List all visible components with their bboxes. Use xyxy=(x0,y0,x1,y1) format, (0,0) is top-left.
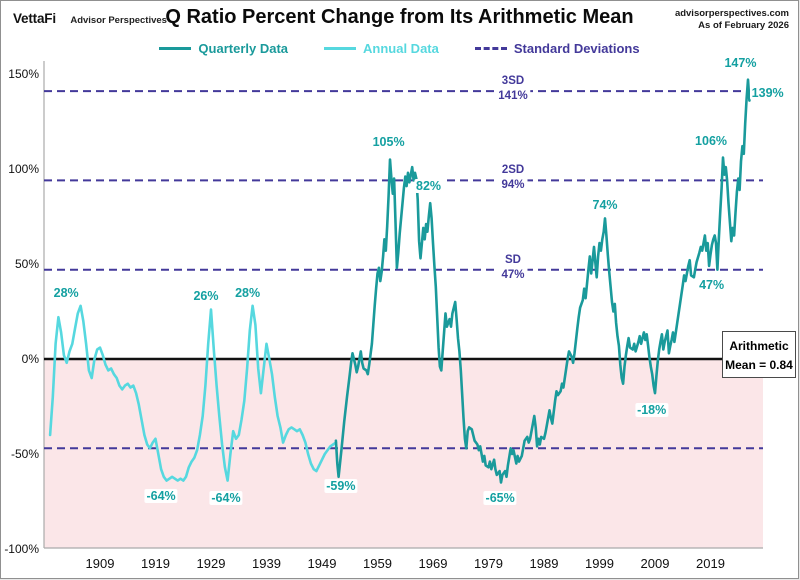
mean-box-line2: Mean = 0.84 xyxy=(725,357,793,372)
arithmetic-mean-box: Arithmetic Mean = 0.84 xyxy=(722,331,796,378)
legend: Quarterly Data Annual Data Standard Devi… xyxy=(1,41,798,56)
source-block: advisorperspectives.com As of February 2… xyxy=(675,8,789,32)
source-site: advisorperspectives.com xyxy=(674,8,789,19)
quarterly-line-swatch xyxy=(159,47,192,50)
annual-line xyxy=(48,304,338,482)
legend-label-sd: Standard Deviations xyxy=(513,41,640,56)
annual-line-swatch xyxy=(324,47,357,50)
quarterly-line xyxy=(334,78,752,484)
legend-label-annual: Annual Data xyxy=(363,41,439,56)
vettafi-logo: VettaFi xyxy=(13,11,56,26)
brand-subtitle: Advisor Perspectives xyxy=(70,15,167,26)
brand-row: VettaFi Advisor Perspectives xyxy=(13,10,167,28)
legend-item-quarterly: Quarterly Data xyxy=(159,41,288,56)
legend-item-annual: Annual Data xyxy=(324,41,439,56)
legend-label-quarterly: Quarterly Data xyxy=(198,41,289,56)
as-of-date: As of February 2026 xyxy=(698,19,789,31)
negative-region xyxy=(44,359,763,548)
mean-box-line1: Arithmetic xyxy=(729,339,789,353)
sd-dashed-swatch xyxy=(474,47,507,50)
legend-item-sd: Standard Deviations xyxy=(474,41,640,56)
chart-title: Q Ratio Percent Change from Its Arithmet… xyxy=(165,6,634,28)
